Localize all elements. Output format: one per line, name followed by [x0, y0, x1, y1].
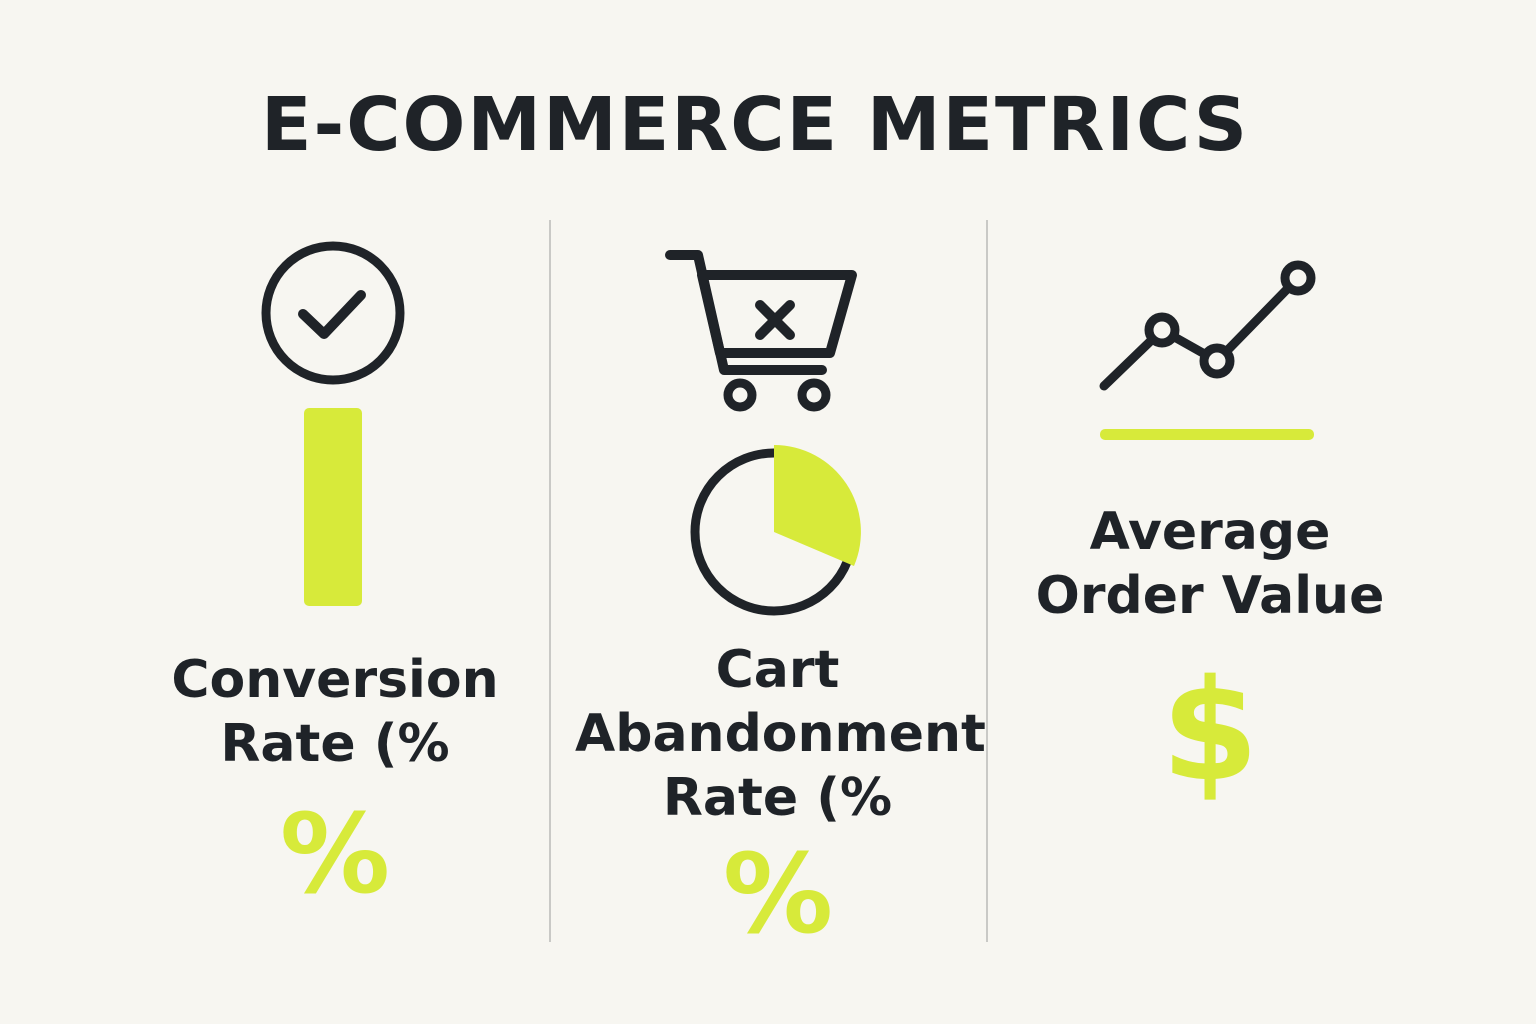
percent-symbol: %: [279, 790, 391, 918]
metric-label: Cart Abandonment Rate (%: [575, 638, 986, 830]
accent-underline: [1100, 429, 1314, 440]
metric-label-line: Conversion: [171, 650, 499, 710]
cart-remove-icon: [665, 250, 857, 412]
metric-label-line: Average: [1089, 502, 1331, 562]
abandonment-pie: [690, 445, 861, 616]
metric-label-line: Rate (%: [220, 714, 450, 774]
page-title: E-COMMERCE METRICS: [260, 82, 1250, 168]
metric-label-line: Order Value: [1035, 566, 1385, 626]
dollar-symbol: $: [1161, 650, 1259, 813]
column-divider: [549, 220, 551, 942]
percent-symbol: %: [722, 830, 834, 958]
metric-label: Average Order Value: [1010, 500, 1410, 628]
check-circle-icon: [261, 241, 405, 385]
metric-label-line: Abandonment: [575, 704, 986, 764]
column-divider: [986, 220, 988, 942]
metric-label-line: Cart: [715, 640, 840, 700]
metric-label: Conversion Rate (%: [150, 648, 520, 776]
trend-line-icon: [1099, 260, 1316, 391]
metric-label-line: Rate (%: [662, 768, 893, 828]
conversion-bar: [304, 408, 362, 606]
